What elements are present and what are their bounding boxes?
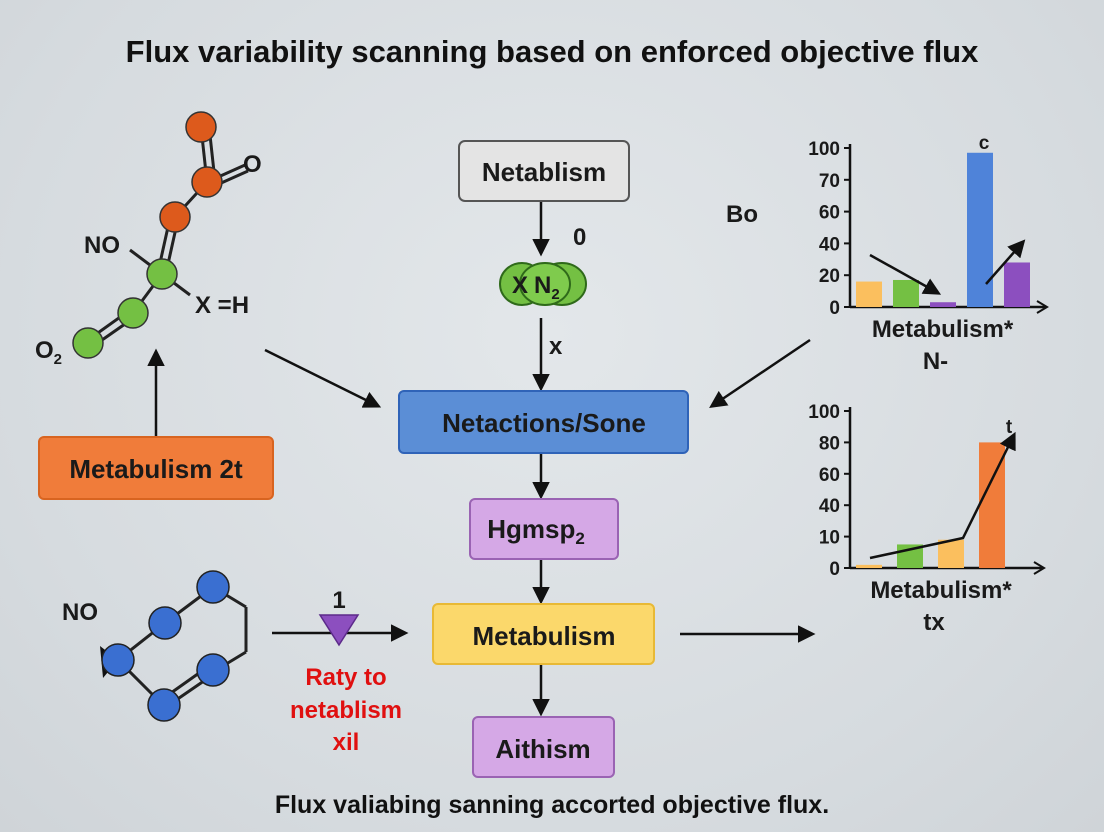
n2-zero-label: 0 bbox=[573, 224, 586, 251]
orange-atom bbox=[191, 166, 223, 198]
bar bbox=[930, 302, 956, 307]
y-tick-label: 40 bbox=[819, 234, 840, 255]
atom-label-o2: O2 bbox=[35, 337, 62, 368]
arrow-right-to-center bbox=[709, 338, 811, 408]
metabulism-label: Metabulism bbox=[472, 621, 615, 651]
chart-bottom-right: 0 10 40 60 80 100 t Metabulism* tx bbox=[808, 402, 1046, 636]
trend-arrow-down bbox=[869, 253, 942, 295]
bar bbox=[893, 279, 919, 307]
y-tick-label: 10 bbox=[819, 528, 840, 549]
x-axis-label: Metabulism* bbox=[872, 316, 1014, 343]
molecule-top: O NO X =H O2 bbox=[35, 111, 262, 368]
hgmsp-box: Hgmsp2 bbox=[469, 498, 619, 560]
n2-node: X N2 0 bbox=[499, 224, 587, 306]
y-tick-label: 0 bbox=[829, 298, 840, 319]
bar bbox=[938, 539, 964, 568]
atom-label-no-bottom: NO bbox=[62, 599, 98, 626]
y-tick-label: 70 bbox=[819, 171, 840, 192]
bar bbox=[856, 281, 882, 307]
trend-line bbox=[869, 431, 1016, 560]
atom-label-o: O bbox=[243, 151, 262, 178]
x-axis-sublabel: tx bbox=[923, 609, 945, 636]
metabulism-2t-box: Metabulism 2t bbox=[38, 436, 274, 500]
red-note-line-3: xil bbox=[333, 729, 360, 756]
netactions-label: Netactions/Sone bbox=[442, 408, 646, 438]
atom-label-no: NO bbox=[84, 232, 120, 259]
y-tick-label: 20 bbox=[819, 266, 840, 287]
x-axis-arrow bbox=[1033, 561, 1046, 575]
diagram-title: Flux variability scanning based on enfor… bbox=[126, 34, 979, 69]
aithism-label: Aithism bbox=[495, 734, 590, 764]
blue-atom bbox=[101, 643, 135, 677]
y-tick-label: 80 bbox=[819, 433, 840, 454]
chart-annotation: c bbox=[979, 133, 990, 154]
bar bbox=[967, 152, 993, 307]
x-axis-arrow bbox=[1036, 300, 1049, 314]
molecule-bottom: NO bbox=[62, 570, 248, 722]
x-axis-sublabel: N- bbox=[923, 348, 948, 375]
diagram-caption: Flux valiabing sanning accorted objectiv… bbox=[275, 791, 829, 819]
n2-x-label: X bbox=[512, 272, 528, 299]
edge-x-label: x bbox=[549, 333, 563, 360]
orange-atom bbox=[159, 201, 191, 233]
netactions-box: Netactions/Sone bbox=[398, 390, 689, 454]
y-tick-label: 60 bbox=[819, 203, 840, 224]
orange-atom bbox=[185, 111, 217, 143]
triangle-label: 1 bbox=[332, 587, 345, 614]
n2-label: N2 bbox=[534, 272, 560, 303]
y-tick-label: 60 bbox=[819, 465, 840, 486]
x-axis-label: Metabulism* bbox=[870, 577, 1012, 604]
chart-annotation: t bbox=[1006, 417, 1013, 438]
hgmsp-label: Hgmsp2 bbox=[487, 514, 585, 548]
green-atom bbox=[117, 297, 149, 329]
green-atom bbox=[146, 258, 178, 290]
blue-atom bbox=[148, 606, 182, 640]
bo-label: Bo bbox=[726, 201, 758, 228]
netablism-box: Netablism bbox=[458, 140, 630, 202]
y-tick-label: 100 bbox=[808, 139, 840, 160]
red-note-line-1: Raty to bbox=[305, 664, 386, 691]
y-tick-label: 0 bbox=[829, 559, 840, 580]
aithism-box: Aithism bbox=[472, 716, 615, 778]
blue-atom bbox=[147, 688, 181, 722]
blue-atom bbox=[196, 570, 230, 604]
metabulism-box: Metabulism bbox=[432, 603, 655, 665]
trend-arrow-up bbox=[985, 239, 1026, 285]
atom-label-xh: X =H bbox=[195, 292, 249, 319]
green-atom bbox=[72, 327, 104, 359]
metabulism-2t-label: Metabulism 2t bbox=[69, 454, 243, 484]
arrow-left-to-center bbox=[264, 348, 382, 408]
triangle-marker bbox=[318, 614, 360, 647]
red-note-line-2: netablism bbox=[290, 697, 402, 724]
chart-top-right: 0 20 40 60 70 100 c Metabulism* N- bbox=[808, 133, 1049, 375]
y-tick-label: 40 bbox=[819, 496, 840, 517]
bar bbox=[1004, 262, 1030, 307]
bar bbox=[856, 564, 882, 568]
y-tick-label: 100 bbox=[808, 402, 840, 423]
netablism-label: Netablism bbox=[482, 157, 606, 187]
blue-atom bbox=[196, 653, 230, 687]
